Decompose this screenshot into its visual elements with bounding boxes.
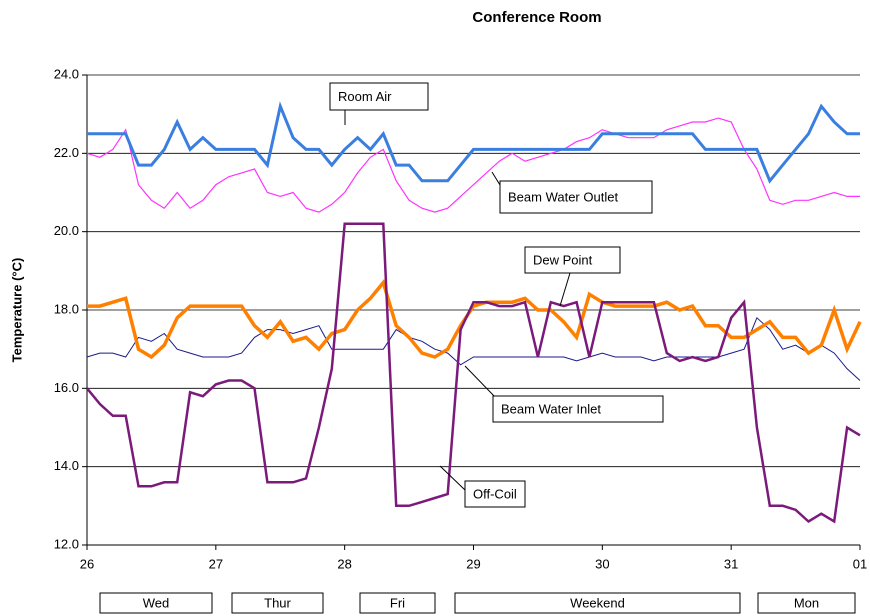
period-label: Weekend <box>570 595 625 610</box>
y-tick-label: 12.0 <box>54 536 79 551</box>
period-box <box>99 592 213 614</box>
callout-leader <box>491 171 501 186</box>
x-tick-label: 26 <box>80 556 94 571</box>
y-axis-label: Temperature (°C) <box>9 258 24 363</box>
series-line <box>87 278 862 360</box>
period-box <box>359 592 436 614</box>
callout-leader <box>439 465 466 491</box>
legend-label: Dew Point <box>533 252 593 267</box>
legend-label: Room Air <box>338 89 392 104</box>
callout-box <box>329 82 429 111</box>
series-line <box>86 316 861 381</box>
series-line <box>86 222 861 524</box>
legend-label: Beam Water Outlet <box>508 189 618 204</box>
y-tick-label: 18.0 <box>54 301 79 316</box>
period-label: Mon <box>794 595 819 610</box>
period-label: Fri <box>390 595 405 610</box>
legend-label: Off-Coil <box>473 486 517 501</box>
y-tick-label: 22.0 <box>54 145 79 160</box>
x-tick-label: 30 <box>595 556 609 571</box>
x-tick-label: 31 <box>724 556 738 571</box>
period-box <box>231 592 324 614</box>
period-label: Thur <box>264 595 291 610</box>
callout-box <box>464 480 526 508</box>
series-line <box>87 101 860 184</box>
legend-label: Beam Water Inlet <box>501 401 601 416</box>
y-tick-label: 16.0 <box>54 380 79 395</box>
chart-title: Conference Room <box>472 9 601 26</box>
period-label: Wed <box>143 595 170 610</box>
series-line <box>86 117 860 213</box>
callout-leader <box>559 272 571 307</box>
x-tick-label: 28 <box>337 556 351 571</box>
callout-leader <box>464 365 497 399</box>
y-tick-label: 14.0 <box>54 458 79 473</box>
callout-box <box>524 246 621 274</box>
callout-box <box>499 180 653 214</box>
period-box <box>757 592 856 614</box>
x-tick-label: 29 <box>466 556 480 571</box>
callout-box <box>492 395 664 423</box>
x-tick-label: 27 <box>209 556 223 571</box>
period-box <box>454 592 741 614</box>
y-tick-label: 24.0 <box>54 66 79 81</box>
x-tick-label: 01 <box>853 556 867 571</box>
y-tick-label: 20.0 <box>54 223 79 238</box>
